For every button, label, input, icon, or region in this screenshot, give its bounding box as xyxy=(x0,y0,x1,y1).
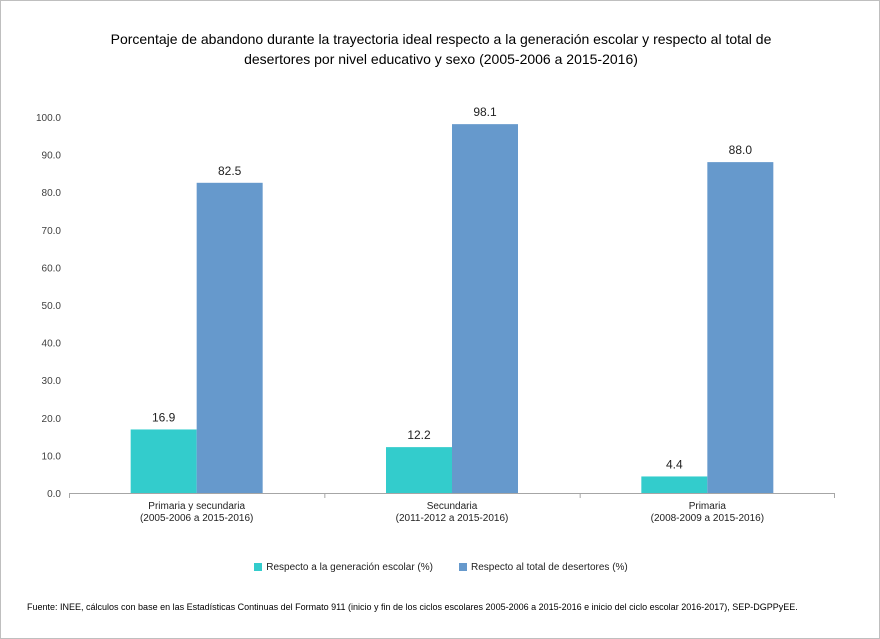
y-tick-label: 70.0 xyxy=(42,226,62,237)
data-label: 12.2 xyxy=(407,428,431,442)
bar xyxy=(196,182,263,494)
data-label: 16.9 xyxy=(152,410,176,424)
source-note: Fuente: INEE, cálculos con base en las E… xyxy=(27,602,798,612)
y-tick-label: 30.0 xyxy=(42,376,62,387)
bar xyxy=(452,124,518,494)
y-tick-label: 40.0 xyxy=(42,339,62,350)
y-tick-label: 50.0 xyxy=(42,301,62,312)
legend: Respecto a la generación escolar (%) Res… xyxy=(1,559,880,575)
legend-label-generacion: Respecto a la generación escolar (%) xyxy=(266,561,433,573)
y-tick-label: 0.0 xyxy=(47,489,61,500)
data-label: 82.5 xyxy=(218,164,242,178)
category-label: (2005-2006 a 2015-2016) xyxy=(140,513,253,524)
legend-label-desertores: Respecto al total de desertores (%) xyxy=(471,561,628,573)
category-label: Primaria y secundaria xyxy=(148,501,245,512)
y-tick-label: 80.0 xyxy=(42,188,62,199)
bar xyxy=(386,447,452,493)
legend-item-generacion: Respecto a la generación escolar (%) xyxy=(254,562,433,573)
data-label: 98.1 xyxy=(473,105,497,119)
bar xyxy=(641,476,708,493)
y-tick-label: 10.0 xyxy=(42,451,62,462)
bar-chart: 0.0 10.0 20.0 30.0 40.0 50.0 60.0 70.0 80.0 90.0 1… xyxy=(36,105,835,524)
category-label: (2008-2009 a 2015-2016) xyxy=(651,513,764,524)
category-label: (2011-2012 a 2015-2016) xyxy=(396,513,509,524)
category-label: Secundaria xyxy=(427,501,478,512)
bar xyxy=(130,429,197,493)
y-tick-label: 20.0 xyxy=(42,414,62,425)
y-tick-label: 100.0 xyxy=(36,113,61,124)
legend-swatch-desertores xyxy=(459,563,467,571)
legend-item-desertores: Respecto al total de desertores (%) xyxy=(459,562,628,573)
y-tick-label: 90.0 xyxy=(42,151,62,162)
y-tick-label: 60.0 xyxy=(42,263,62,274)
bar xyxy=(707,162,774,493)
chart-title: Porcentaje de abandono durante la trayec… xyxy=(110,31,772,67)
category-label: Primaria xyxy=(689,501,727,512)
data-label: 4.4 xyxy=(666,457,683,471)
data-label: 88.0 xyxy=(729,143,753,157)
legend-swatch-generacion xyxy=(254,563,263,571)
